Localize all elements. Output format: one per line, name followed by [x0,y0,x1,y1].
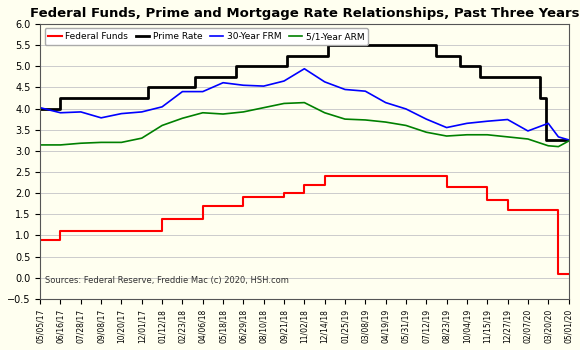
Legend: Federal Funds, Prime Rate, 30-Year FRM, 5/1-Year ARM: Federal Funds, Prime Rate, 30-Year FRM, … [45,28,368,44]
Text: Sources: Federal Reserve, Freddie Mac (c) 2020, HSH.com: Sources: Federal Reserve, Freddie Mac (c… [45,276,289,285]
Title: Federal Funds, Prime and Mortgage Rate Relationships, Past Three Years: Federal Funds, Prime and Mortgage Rate R… [30,7,579,20]
